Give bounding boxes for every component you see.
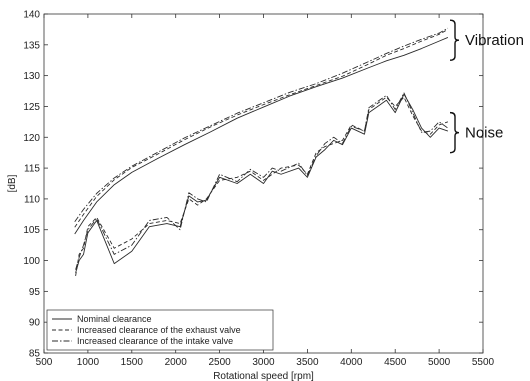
y-tick-label: 95 [29,287,41,298]
series-line-noise-solid [75,93,449,273]
y-tick-label: 135 [23,40,40,51]
y-tick-label: 90 [29,318,41,329]
curly-brace-noise [449,111,460,154]
x-tick-label: 1000 [77,357,100,368]
curly-brace-vibration [449,19,460,61]
y-axis-label: [dB] [7,174,18,192]
x-tick-label: 3000 [252,357,275,368]
x-tick-label: 5000 [428,357,451,368]
x-tick-label: 500 [36,357,53,368]
x-tick-label: 2000 [165,357,188,368]
legend-label: Nominal clearance [77,314,152,324]
x-tick-label: 4500 [384,357,407,368]
y-tick-label: 130 [23,71,40,82]
annotation-vibration: Vibration [465,32,524,49]
x-tick-label: 1500 [121,357,144,368]
series-line-noise-dashdot [75,92,449,270]
y-tick-label: 140 [23,10,40,21]
y-tick-label: 125 [23,102,40,113]
series-line-vibration-dashdot [74,27,449,222]
annotation-noise: Noise [465,125,503,142]
y-tick-label: 85 [29,349,41,360]
y-tick-label: 110 [24,194,40,205]
x-tick-label: 5500 [472,357,495,368]
series-line-noise-dash [75,96,449,277]
x-tick-label: 2500 [208,357,231,368]
y-tick-label: 100 [23,256,40,267]
x-axis-label: Rotational speed [rpm] [213,371,314,381]
y-tick-label: 120 [23,133,40,144]
legend-label: Increased clearance of the exhaust valve [77,325,241,335]
series-line-vibration-dash [74,29,449,228]
x-tick-label: 3500 [296,357,319,368]
legend-box [46,309,274,351]
y-tick-label: 105 [23,225,40,236]
x-tick-label: 4000 [340,357,363,368]
legend-label: Increased clearance of the intake valve [77,336,233,346]
y-tick-label: 115 [24,164,40,175]
series-line-vibration-solid [74,37,449,235]
